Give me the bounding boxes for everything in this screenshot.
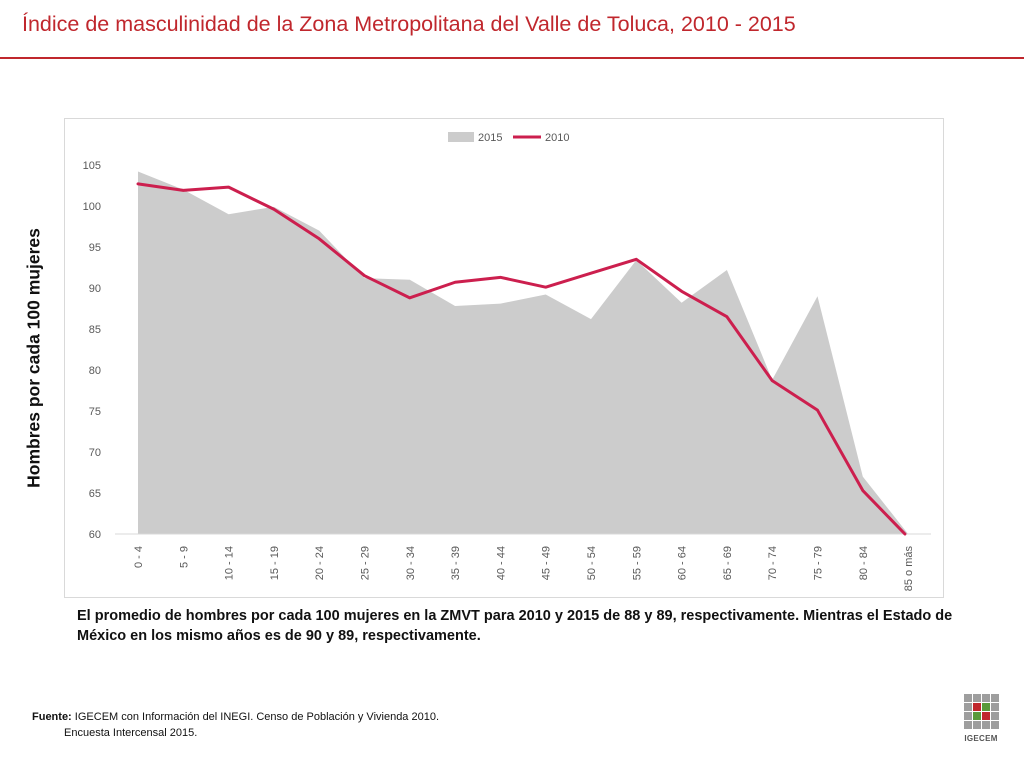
x-tick-label: 45 - 49 [541, 546, 553, 580]
series-2010-line [136, 182, 907, 536]
x-tick-label: 30 - 34 [405, 546, 417, 580]
y-tick-label: 85 [89, 324, 101, 336]
title-divider [0, 57, 1024, 59]
x-tick-label: 50 - 54 [586, 546, 598, 580]
series-2010-point [136, 182, 140, 186]
x-tick-label: 40 - 44 [495, 546, 507, 580]
x-tick-label: 65 - 69 [722, 546, 734, 580]
y-axis-title: Hombres por cada 100 mujeres [23, 228, 44, 488]
logo-square [991, 712, 999, 720]
y-tick-label: 100 [83, 201, 101, 213]
y-tick-label: 75 [89, 406, 101, 418]
chart: 60 65 70 75 80 85 90 95 100 105 0 - 4 5 - 9 10 - 14 1… [83, 132, 931, 592]
x-tick-label: 0 - 4 [133, 546, 145, 568]
series-2010-point [816, 408, 819, 412]
x-tick-label: 20 - 24 [314, 546, 326, 580]
x-tick-label: 10 - 14 [224, 546, 236, 580]
series-2010-point [227, 185, 230, 189]
series-2010-point [861, 489, 864, 492]
y-tick-label: 90 [89, 283, 101, 295]
x-tick-label: 25 - 29 [360, 546, 372, 580]
y-tick-label: 80 [89, 365, 101, 377]
logo-mark-icon [964, 694, 999, 729]
y-tick-label: 95 [89, 242, 101, 254]
legend-2015-label: 2015 [478, 132, 502, 144]
series-2010-point [363, 274, 366, 277]
x-tick-label: 85 o más [903, 546, 915, 592]
logo-square [973, 721, 981, 729]
logo-square [973, 694, 981, 702]
series-2010-point [453, 281, 457, 284]
logo-square [991, 703, 999, 711]
x-tick-label: 35 - 39 [450, 546, 462, 580]
logo-text: IGECEM [964, 734, 998, 743]
legend-2010-label: 2010 [545, 132, 569, 144]
series-2010-point [725, 315, 729, 318]
y-tick-label: 70 [89, 447, 101, 459]
x-tick-label: 15 - 19 [269, 546, 281, 580]
y-tick-label: 60 [89, 529, 101, 541]
x-tick-label: 5 - 9 [178, 546, 190, 568]
summary-note: El promedio de hombres por cada 100 muje… [77, 608, 953, 644]
slide-title: Índice de masculinidad de la Zona Metrop… [22, 12, 796, 36]
series-2010-point [499, 276, 502, 279]
source-label: Fuente: [32, 711, 72, 723]
series-2010-point [182, 189, 185, 192]
y-tick-label: 105 [83, 160, 101, 172]
x-tick-label: 70 - 74 [767, 546, 779, 580]
source-line-1: IGECEM con Información del INEGI. Censo … [74, 711, 440, 723]
logo-square [991, 721, 999, 729]
x-tick-label: 60 - 64 [677, 546, 689, 580]
logo-square [982, 712, 990, 720]
series-2010-point [680, 290, 683, 293]
x-tick-label: 75 - 79 [813, 546, 825, 580]
logo-square [964, 721, 972, 729]
logo-square [964, 703, 972, 711]
series-2010-point [771, 379, 774, 382]
igecem-logo: IGECEM [956, 692, 1006, 752]
series-2010-point [635, 258, 638, 261]
y-tick-label: 65 [89, 488, 101, 500]
series-2015-area [138, 171, 931, 534]
series-2010-point [589, 272, 593, 275]
logo-square [982, 703, 990, 711]
logo-square [973, 712, 981, 720]
logo-square [982, 694, 990, 702]
logo-square [982, 721, 990, 729]
x-tick-label: 55 - 59 [631, 546, 643, 580]
chart-frame: 60 65 70 75 80 85 90 95 100 105 0 - 4 5 - 9 10 - 14 1… [64, 118, 944, 598]
series-2010-point [318, 237, 321, 240]
x-tick-label: 80 - 84 [858, 546, 870, 580]
legend-2015-swatch [448, 132, 474, 142]
source-citation: Fuente: IGECEM con Información del INEGI… [32, 709, 439, 741]
logo-square [964, 694, 972, 702]
series-2010-point [272, 208, 276, 211]
logo-square [991, 694, 999, 702]
logo-square [964, 712, 972, 720]
series-2010-point [544, 285, 547, 289]
series-2010-point [408, 296, 411, 300]
logo-square [973, 703, 981, 711]
source-line-2: Encuesta Intercensal 2015. [64, 727, 198, 739]
